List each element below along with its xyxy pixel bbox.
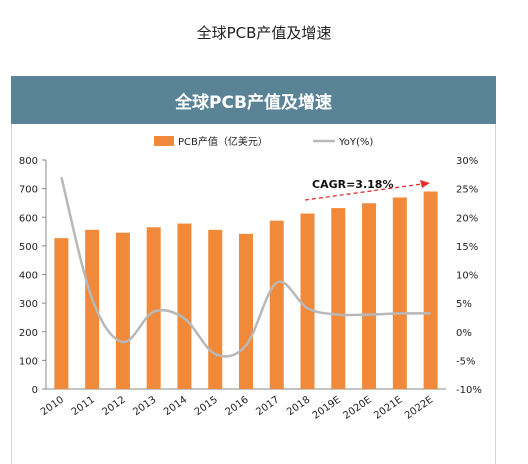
bar — [146, 227, 161, 389]
y-left-tick-label: 200 — [19, 328, 38, 339]
y-right-tick-label: 30% — [456, 156, 478, 167]
bar — [300, 213, 315, 389]
x-tick-label: 2019E — [311, 394, 343, 421]
y-right-tick-label: 5% — [456, 299, 472, 310]
plot-area: 0 100 200 300 400 500 600 700 800 -10% -5% 0% 5% 10% 1… — [19, 156, 482, 422]
y-right-tick-label: 0% — [456, 328, 472, 339]
y-right-tick-label: 25% — [456, 185, 478, 196]
x-tick-label: 2011 — [70, 394, 97, 418]
cagr-annotation: CAGR=3.18% — [312, 178, 393, 191]
chart-title: 全球PCB产值及增速 — [175, 93, 332, 113]
legend-label-line: YoY(%) — [338, 137, 373, 148]
bar — [54, 238, 69, 389]
cagr-arrow-line — [304, 183, 423, 201]
x-tick-label: 2012 — [100, 394, 127, 418]
bar — [208, 229, 223, 389]
y-left-tick-label: 600 — [19, 213, 38, 224]
page-title: 全球PCB产值及增速 — [196, 24, 332, 42]
bar — [177, 223, 192, 389]
y-right-tick-label: -10% — [456, 385, 482, 396]
bar — [269, 220, 284, 389]
yoy-line — [60, 176, 431, 358]
x-tick-label: 2015 — [193, 394, 220, 418]
x-tick-label: 2017 — [254, 394, 281, 418]
legend-label-bar: PCB产值（亿美元） — [178, 135, 268, 148]
bar — [423, 191, 438, 389]
y-right-tick-label: -5% — [456, 356, 475, 367]
x-tick-label: 2016 — [224, 394, 251, 418]
chart-banner: 全球PCB产值及增速 — [11, 76, 496, 124]
bar — [85, 229, 100, 389]
bar — [331, 208, 346, 389]
y-right-tick-label: 20% — [456, 213, 478, 224]
x-tick-label: 2013 — [131, 394, 158, 418]
x-tick-label: 2014 — [162, 394, 189, 418]
cagr-arrow-head — [420, 180, 430, 188]
x-tick-label: 2021E — [372, 394, 404, 421]
bar — [362, 203, 377, 389]
y-left-tick-label: 700 — [19, 185, 38, 196]
x-tick-label: 2020E — [341, 394, 373, 421]
y-left-tick-label: 500 — [19, 242, 38, 253]
x-tick-label: 2022E — [403, 394, 435, 421]
y-right-tick-label: 10% — [456, 271, 478, 282]
x-tick-label: 2018 — [285, 394, 312, 418]
y-left-tick-label: 0 — [32, 385, 38, 396]
bar — [115, 232, 130, 389]
y-left-tick-label: 400 — [19, 271, 38, 282]
y-left-tick-label: 800 — [19, 156, 38, 167]
legend-swatch-bar — [154, 136, 174, 146]
x-tick-label: 2010 — [39, 394, 66, 418]
y-right-tick-label: 15% — [456, 242, 478, 253]
bar — [239, 233, 253, 389]
legend: PCB产值（亿美元） YoY(%) — [154, 135, 373, 148]
y-left-tick-label: 300 — [19, 299, 38, 310]
y-left-tick-label: 100 — [19, 356, 38, 367]
bar — [392, 197, 407, 389]
